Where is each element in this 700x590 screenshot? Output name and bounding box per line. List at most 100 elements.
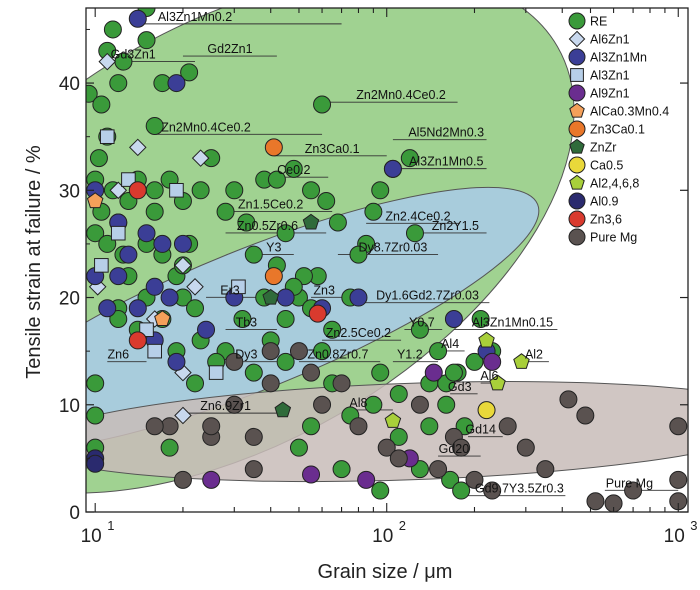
legend-label-pure-mg: Pure Mg — [590, 231, 637, 245]
point-pure-mg — [261, 374, 280, 393]
point-al3zn1 — [169, 182, 184, 198]
annotation-label: Zn6.9Zr1 — [200, 399, 251, 413]
legend-marker-al3zn1 — [570, 68, 584, 82]
x-tick-exponent: 3 — [690, 518, 697, 533]
x-tick-label: 10 — [664, 526, 685, 547]
point-re — [389, 427, 408, 446]
point-al3zn1 — [110, 225, 126, 241]
point-re — [371, 181, 390, 200]
point-re — [332, 460, 351, 479]
annotation-label: Dy8.7Zr0.03 — [359, 240, 428, 254]
annotation-label: Al3Zn1Mn0.2 — [158, 10, 232, 24]
annotation-label: Al5Nd2Mn0.3 — [408, 126, 484, 140]
point-re — [349, 245, 368, 264]
point-pure-mg — [349, 417, 368, 436]
annotation-label: Gd14 — [465, 423, 496, 437]
point-re — [180, 63, 199, 82]
legend-label-al6zn1: Al6Zn1 — [590, 33, 630, 47]
annotation-label: Zn3Ca0.1 — [305, 142, 360, 156]
point-re — [289, 438, 308, 457]
x-tick-label: 10 — [81, 526, 102, 547]
point-zn3-6 — [308, 304, 327, 323]
point-al6zn1 — [174, 256, 192, 275]
point-re — [284, 159, 303, 178]
annotation-label: Zn2Y1.5 — [432, 219, 479, 233]
legend-label-zn3ca0-1: Zn3Ca0.1 — [590, 123, 645, 137]
region-pure-mg — [86, 381, 688, 483]
annotation-label: Al4 — [441, 337, 459, 351]
point-re — [86, 84, 98, 103]
point-al2-4-6-8 — [513, 353, 530, 369]
point-al2-4-6-8 — [384, 412, 402, 428]
data-points — [86, 8, 688, 512]
y-tick-label: 0 — [69, 503, 80, 524]
point-al3zn1mn — [276, 288, 295, 307]
annotation-label: Zn2Mn0.4Ce0.2 — [356, 88, 446, 102]
annotation-label: Zn1.5Ce0.2 — [238, 198, 303, 212]
point-re — [276, 352, 295, 371]
point-pure-mg — [586, 492, 605, 511]
point-pure-mg — [576, 406, 595, 425]
point-al3zn1 — [147, 343, 162, 359]
point-re — [225, 181, 244, 200]
point-pure-mg — [559, 390, 578, 409]
annotation-label: Dy3 — [235, 348, 257, 362]
annotation-label: Pure Mg — [606, 476, 653, 490]
point-pure-mg — [313, 395, 332, 414]
point-re — [89, 149, 108, 168]
legend-marker-re — [568, 12, 586, 30]
legend-label-alca0-3mn0-4: AlCa0.3Mn0.4 — [590, 105, 669, 119]
point-re — [137, 31, 156, 50]
point-re — [328, 213, 347, 232]
point-pure-mg — [244, 460, 263, 479]
point-re — [216, 202, 235, 221]
annotation-label: Dy1.6Gd2.7Zr0.03 — [376, 289, 479, 303]
point-al0-9 — [86, 454, 105, 473]
legend-marker-al6zn1 — [568, 30, 586, 48]
point-al3zn1mn — [153, 234, 172, 253]
annotation-label: Gd2Zn1 — [207, 42, 252, 56]
legend-label-zn3-6: Zn3,6 — [590, 213, 622, 227]
point-zn3ca0-1 — [264, 267, 283, 286]
point-pure-mg — [483, 481, 502, 500]
y-tick-label: 30 — [59, 181, 80, 202]
point-re — [145, 202, 164, 221]
point-re — [302, 181, 321, 200]
legend-marker-alca0-3mn0-4 — [569, 102, 585, 118]
point-al2-4-6-8 — [489, 374, 506, 391]
point-re — [276, 309, 295, 328]
point-re — [237, 213, 256, 232]
point-re — [267, 170, 286, 189]
annotation-label: Y0.7 — [409, 315, 435, 329]
point-pure-mg — [377, 438, 396, 457]
point-re — [364, 395, 383, 414]
legend-label-al3zn1mn: Al3Zn1Mn — [590, 51, 647, 65]
legend-marker-al3zn1mn — [568, 48, 586, 66]
point-re — [441, 470, 460, 489]
point-re — [86, 224, 105, 243]
point-pure-mg — [145, 417, 164, 436]
point-re — [465, 352, 484, 371]
point-al3zn1mn — [349, 288, 368, 307]
annotation-label: Gd20 — [439, 442, 470, 456]
point-al3zn1mn — [444, 309, 463, 328]
annotation-label: Zn3 — [313, 283, 335, 297]
point-re — [191, 181, 210, 200]
annotation-label: Gd3 — [448, 380, 472, 394]
point-re — [233, 309, 252, 328]
point-pure-mg — [225, 395, 244, 414]
point-al3zn1mn — [98, 299, 117, 318]
point-zn3-6 — [128, 181, 147, 200]
annotation-label: Al6 — [480, 369, 498, 383]
legend-label-ca0-5: Ca0.5 — [590, 159, 623, 173]
point-pure-mg — [244, 427, 263, 446]
point-ca0-5 — [477, 401, 496, 420]
point-al3zn1mn — [173, 234, 192, 253]
point-al3zn1 — [121, 172, 136, 187]
x-tick-exponent: 1 — [107, 518, 114, 533]
point-re — [410, 320, 429, 339]
x-tick-exponent: 2 — [399, 518, 406, 533]
point-al9zn1 — [202, 470, 221, 489]
point-znzr — [302, 213, 320, 230]
